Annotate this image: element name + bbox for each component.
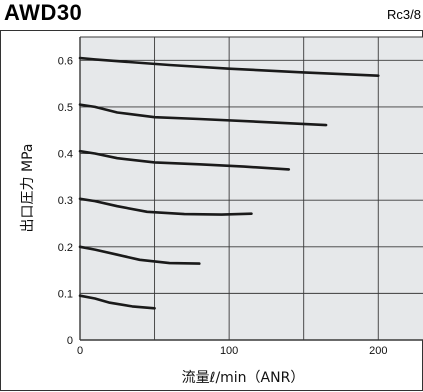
y-tick-label: 0.2	[58, 242, 73, 254]
plot-area	[80, 37, 423, 340]
x-tick-label: 200	[369, 345, 387, 357]
series-lines	[78, 56, 380, 310]
series-line-6	[78, 294, 156, 310]
y-tick-label: 0.1	[58, 288, 73, 300]
y-tick-label: 0.5	[58, 102, 73, 114]
y-tick-label: 0.4	[58, 149, 73, 161]
tick-labels: 0 0.1 0.2 0.3 0.4 0.5 0.6 0 100 200	[58, 55, 388, 357]
x-axis-title: 流量ℓ/min（ANR）	[182, 370, 305, 386]
x-tick-label: 100	[220, 345, 238, 357]
series-line-5	[78, 245, 201, 265]
series-line-1	[78, 56, 380, 77]
y-axis-title: 出口圧力 MPa	[20, 144, 36, 233]
series-line-3	[78, 149, 291, 171]
grid	[79, 36, 423, 341]
series-line-2	[78, 103, 328, 127]
series-line-4	[78, 197, 253, 216]
y-tick-label: 0	[67, 335, 73, 347]
chart-title: AWD30	[4, 0, 83, 25]
y-tick-label: 0.3	[58, 195, 73, 207]
y-tick-label: 0.6	[58, 55, 73, 67]
x-tick-label: 0	[77, 345, 83, 357]
port-size-label: Rc3/8	[387, 7, 421, 22]
